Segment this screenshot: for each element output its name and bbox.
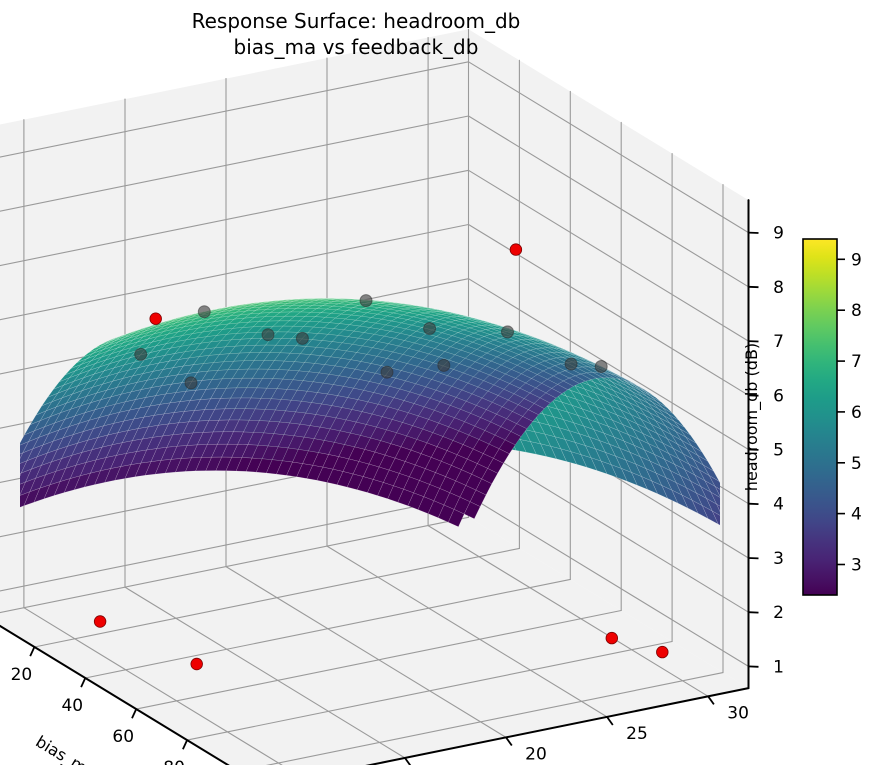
y-tick-label: 30 <box>727 703 749 723</box>
z-tick-label: 9 <box>773 224 784 244</box>
observed-point[interactable] <box>423 322 437 335</box>
y-tick-mark <box>606 716 614 726</box>
highlight-points-group[interactable] <box>93 243 669 671</box>
surface-facet <box>580 372 598 380</box>
surface-facet <box>710 491 720 507</box>
colorbar-tick-label: 6 <box>851 403 862 423</box>
z-tick-label: 7 <box>773 332 784 352</box>
z-tick-label: 6 <box>773 386 784 406</box>
grid-line-floor-y <box>124 586 406 759</box>
x-tick-mark <box>80 677 87 688</box>
grid-line-floor-y <box>225 566 507 738</box>
y-tick-mark <box>505 736 513 747</box>
surface-facet <box>545 388 563 399</box>
surface-facet <box>696 454 714 472</box>
x-tick-label: 40 <box>61 696 83 716</box>
colorbar-tick-label: 7 <box>851 352 862 372</box>
grid-line-wally-z <box>467 61 750 234</box>
grid-line-wally-z <box>467 440 750 613</box>
surface-facet <box>644 391 662 403</box>
surface-facet <box>662 407 679 421</box>
x-tick-mark <box>29 646 36 657</box>
colorbar-ticks: 3 4 5 6 7 8 9 <box>837 250 862 576</box>
highlight-point[interactable] <box>93 615 107 628</box>
highlight-point[interactable] <box>190 657 203 671</box>
surface-facet <box>679 428 697 444</box>
y-tick-label: 25 <box>626 724 648 744</box>
highlight-point[interactable] <box>509 243 523 256</box>
observed-point[interactable] <box>594 360 608 373</box>
grid-line-wallx-z <box>0 61 470 158</box>
colorbar-tick-label: 5 <box>851 454 862 474</box>
y-tick-label: 20 <box>525 744 547 764</box>
y-tick-mark <box>707 695 715 705</box>
observed-point[interactable] <box>501 325 514 339</box>
axis-spines <box>0 199 759 765</box>
x-tick-mark <box>182 739 188 750</box>
surface-facet <box>615 374 632 384</box>
grid-line-wally-z <box>467 115 750 288</box>
pane-back-y <box>468 29 749 689</box>
grid-line-wally-z <box>467 495 750 667</box>
observed-point[interactable] <box>197 305 211 319</box>
observed-points-group[interactable] <box>134 294 608 390</box>
observed-point[interactable] <box>380 365 394 379</box>
observed-point[interactable] <box>295 331 309 345</box>
surface-facet <box>533 397 551 409</box>
observed-point[interactable] <box>261 328 275 342</box>
z-tick-label: 5 <box>773 441 784 461</box>
surface-facet <box>716 503 720 513</box>
x-tick-label: 20 <box>11 665 33 685</box>
surface-facet <box>714 485 720 497</box>
observed-point[interactable] <box>184 376 198 390</box>
surface-facet <box>585 372 604 379</box>
z-tick-label: 8 <box>773 278 784 298</box>
y-tick-mark <box>404 757 412 765</box>
grid-line-floor-y <box>427 525 709 697</box>
grid-line-wallx-z <box>0 115 470 212</box>
colorbar[interactable]: 3 4 5 6 7 8 9 headroom_db (dB) <box>742 238 862 596</box>
highlight-point[interactable] <box>149 312 162 325</box>
grid-line-floor-y <box>23 607 283 765</box>
surface-facet <box>562 377 580 387</box>
x-tick-label: 80 <box>163 758 185 765</box>
colorbar-tick-label: 8 <box>851 301 862 321</box>
surface-facet <box>604 372 621 380</box>
surface-facet <box>463 501 481 520</box>
colorbar-tick-label: 9 <box>851 250 862 270</box>
colorbar-gradient <box>802 238 838 596</box>
z-tick-label: 1 <box>773 657 784 677</box>
grid-line-floor-y <box>326 545 608 718</box>
pane-floor <box>0 517 749 765</box>
observed-point[interactable] <box>564 357 578 371</box>
x-tick-mark <box>131 708 138 719</box>
highlight-point[interactable] <box>656 645 669 659</box>
z-tick-label: 4 <box>773 495 784 515</box>
x-tick-label: 60 <box>112 727 134 747</box>
surface-facet <box>621 377 638 386</box>
x-axis-spine <box>0 624 230 765</box>
z-tick-label: 2 <box>773 603 784 623</box>
surface-facet <box>568 375 586 384</box>
z-tick-label: 3 <box>773 549 784 569</box>
surface-facet <box>448 509 465 528</box>
grid-line-wallx-z <box>0 169 470 267</box>
observed-point[interactable] <box>134 347 148 361</box>
colorbar-axis-label: headroom_db (dB) <box>742 343 762 491</box>
grid-line-wallx-z <box>0 223 470 321</box>
surface-facet <box>551 384 569 394</box>
observed-point[interactable] <box>437 358 451 372</box>
surface-mesh <box>20 298 720 528</box>
grid-line-wally-z <box>467 278 750 451</box>
colorbar-tick-label: 3 <box>851 556 862 576</box>
highlight-point[interactable] <box>605 631 619 645</box>
grid-line-wallx-z <box>0 495 470 592</box>
colorbar-tick-label: 4 <box>851 505 862 525</box>
observed-point[interactable] <box>359 294 373 308</box>
grid-line-wally-z <box>467 169 750 342</box>
